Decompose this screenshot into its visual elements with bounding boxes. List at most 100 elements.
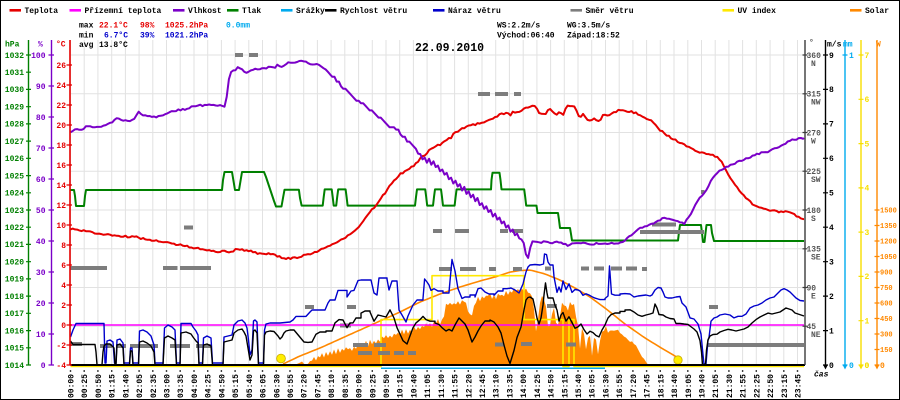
svg-text:Západ:18:52: Západ:18:52 [567, 32, 620, 41]
svg-text:21:30: 21:30 [726, 374, 735, 398]
svg-text:3: 3 [829, 258, 834, 267]
svg-text:900: 900 [880, 270, 893, 278]
svg-text:-4: -4 [56, 362, 66, 371]
svg-text:02:35: 02:35 [150, 374, 159, 398]
svg-text:Srážky: Srážky [296, 7, 325, 16]
svg-text:15:15: 15:15 [561, 374, 570, 398]
svg-text:Solar: Solar [865, 7, 889, 16]
svg-text:1: 1 [865, 318, 870, 327]
svg-text:8: 8 [829, 86, 834, 95]
svg-text:225: 225 [807, 168, 822, 177]
svg-text:11:05: 11:05 [424, 374, 433, 398]
svg-text:1017: 1017 [5, 310, 24, 319]
svg-text:600: 600 [880, 301, 893, 309]
svg-text:26: 26 [56, 62, 66, 71]
svg-text:max: max [79, 22, 94, 31]
svg-text:3: 3 [865, 229, 870, 238]
svg-text:70: 70 [36, 145, 46, 154]
svg-text:4: 4 [61, 282, 66, 291]
svg-text:01:15: 01:15 [109, 374, 118, 398]
svg-text:1015: 1015 [5, 345, 24, 354]
svg-text:Rychlost větru: Rychlost větru [340, 7, 407, 16]
svg-text:12:45: 12:45 [479, 374, 488, 398]
svg-text:23:15: 23:15 [781, 374, 790, 398]
svg-text:5: 5 [829, 190, 834, 199]
svg-text:22: 22 [56, 102, 66, 111]
svg-text:360: 360 [807, 52, 822, 61]
svg-text:6: 6 [829, 155, 834, 164]
svg-text:03:00: 03:00 [164, 374, 173, 398]
svg-text:%: % [38, 41, 43, 50]
svg-text:1500: 1500 [880, 208, 897, 216]
svg-text:23:45: 23:45 [795, 374, 804, 398]
svg-text:1021.2hPa: 1021.2hPa [165, 32, 208, 41]
svg-text:1023: 1023 [5, 207, 24, 216]
svg-text:mm: mm [843, 41, 853, 50]
svg-text:1021: 1021 [5, 241, 24, 250]
svg-text:-2: -2 [56, 342, 66, 351]
svg-text:17:45: 17:45 [644, 374, 653, 398]
svg-text:13.8°C: 13.8°C [99, 41, 128, 50]
svg-text:21:05: 21:05 [712, 374, 721, 398]
svg-text:90: 90 [807, 284, 817, 293]
svg-text:01:40: 01:40 [122, 374, 131, 398]
svg-text:1050: 1050 [880, 254, 897, 262]
svg-text:4: 4 [865, 185, 870, 194]
svg-text:450: 450 [880, 316, 893, 324]
svg-text:14:50: 14:50 [548, 374, 557, 398]
svg-text:14:00: 14:00 [520, 374, 529, 398]
svg-text:10: 10 [56, 222, 66, 231]
svg-text:22:50: 22:50 [767, 374, 776, 398]
svg-text:45: 45 [807, 323, 817, 332]
svg-text:1350: 1350 [880, 223, 897, 231]
svg-text:08:35: 08:35 [342, 374, 351, 398]
svg-text:0: 0 [61, 322, 66, 331]
svg-text:6.7°C: 6.7°C [104, 32, 128, 41]
svg-text:19:05: 19:05 [685, 374, 694, 398]
svg-text:20: 20 [56, 122, 66, 131]
svg-text:19:40: 19:40 [699, 374, 708, 398]
svg-text:16:30: 16:30 [603, 374, 612, 398]
svg-text:40: 40 [36, 238, 46, 247]
svg-text:11:55: 11:55 [452, 374, 461, 398]
svg-text:8: 8 [61, 242, 66, 251]
svg-text:06:55: 06:55 [287, 374, 296, 398]
svg-text:SE: SE [811, 254, 821, 263]
svg-text:18:40: 18:40 [671, 374, 680, 398]
svg-text:0: 0 [829, 362, 834, 371]
svg-text:1029: 1029 [5, 103, 24, 112]
svg-text:1019: 1019 [5, 276, 24, 285]
svg-text:02:05: 02:05 [136, 374, 145, 398]
svg-text:0: 0 [865, 362, 870, 371]
svg-text:čas: čas [814, 371, 829, 380]
svg-text:SW: SW [811, 176, 821, 185]
svg-text:1026: 1026 [5, 155, 24, 164]
svg-text:90: 90 [36, 83, 46, 92]
svg-text:Přízemní teplota: Přízemní teplota [85, 7, 162, 16]
svg-text:9: 9 [829, 52, 834, 61]
svg-text:150: 150 [880, 347, 893, 355]
svg-text:98%: 98% [140, 22, 155, 31]
svg-text:270: 270 [807, 129, 822, 138]
svg-text:06:30: 06:30 [273, 374, 282, 398]
svg-text:100: 100 [31, 52, 46, 61]
svg-text:14:25: 14:25 [534, 374, 543, 398]
svg-text:135: 135 [807, 246, 822, 255]
svg-text:50: 50 [36, 207, 46, 216]
svg-text:avg: avg [79, 41, 94, 50]
svg-text:1014: 1014 [5, 362, 24, 371]
svg-text:Tlak: Tlak [242, 7, 261, 16]
svg-text:WG:3.5m/s: WG:3.5m/s [567, 22, 610, 31]
svg-text:09:25: 09:25 [369, 374, 378, 398]
svg-text:5: 5 [865, 140, 870, 149]
svg-text:13:10: 13:10 [493, 374, 502, 398]
svg-text:1: 1 [849, 52, 854, 61]
svg-text:03:35: 03:35 [177, 374, 186, 398]
svg-text:Směr větru: Směr větru [586, 7, 634, 16]
svg-text:20: 20 [36, 300, 46, 309]
svg-text:300: 300 [880, 332, 893, 340]
svg-text:10:40: 10:40 [410, 374, 419, 398]
svg-text:1016: 1016 [5, 327, 24, 336]
svg-text:04:50: 04:50 [218, 374, 227, 398]
svg-text:1020: 1020 [5, 258, 24, 267]
